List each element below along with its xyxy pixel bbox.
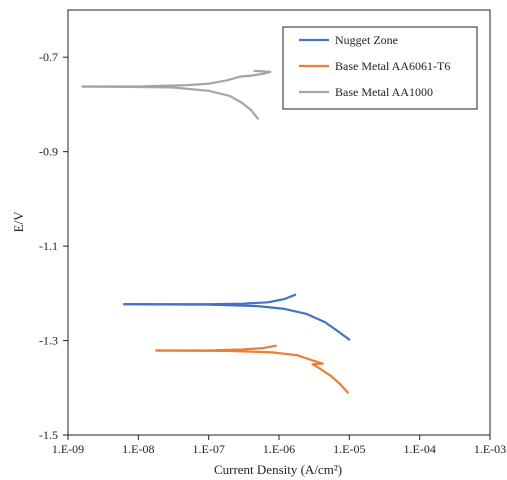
x-tick-label: 1.E-08 [122, 442, 154, 456]
x-axis-title: Current Density (A/cm²) [214, 462, 342, 477]
series-line-base-metal-aa6061-t6-branch-2 [155, 349, 349, 394]
y-tick-label: -1.3 [39, 334, 58, 348]
plot-area [81, 69, 351, 394]
series-line-base-metal-aa1000-branch-2 [81, 85, 259, 120]
legend-label: Base Metal AA6061-T6 [335, 59, 450, 73]
legend-label: Nugget Zone [335, 33, 398, 47]
y-axis-title: E/V [11, 211, 26, 233]
series-line-nugget-zone-branch-2 [123, 303, 351, 341]
legend-label: Base Metal AA1000 [335, 85, 433, 99]
y-tick-label: -1.1 [39, 239, 58, 253]
axes: 1.E-09 1.E-08 1.E-07 1.E-06 1.E-05 1.E-04 1.E-… [39, 9, 506, 456]
x-tick-label: 1.E-06 [263, 442, 295, 456]
y-tick-label: -0.7 [39, 50, 58, 64]
series-line-base-metal-aa1000-branch-1 [81, 69, 272, 88]
series-line-nugget-zone-branch-1 [123, 293, 297, 306]
x-tick-label: 1.E-03 [474, 442, 506, 456]
x-tick-label: 1.E-05 [333, 442, 365, 456]
x-tick-label: 1.E-04 [404, 442, 436, 456]
y-tick-label: -1.5 [39, 428, 58, 442]
legend: Nugget Zone Base Metal AA6061-T6 Base Meta… [282, 26, 478, 110]
x-tick-label: 1.E-09 [52, 442, 84, 456]
y-tick-label: -0.9 [39, 145, 58, 159]
x-tick-label: 1.E-07 [193, 442, 225, 456]
